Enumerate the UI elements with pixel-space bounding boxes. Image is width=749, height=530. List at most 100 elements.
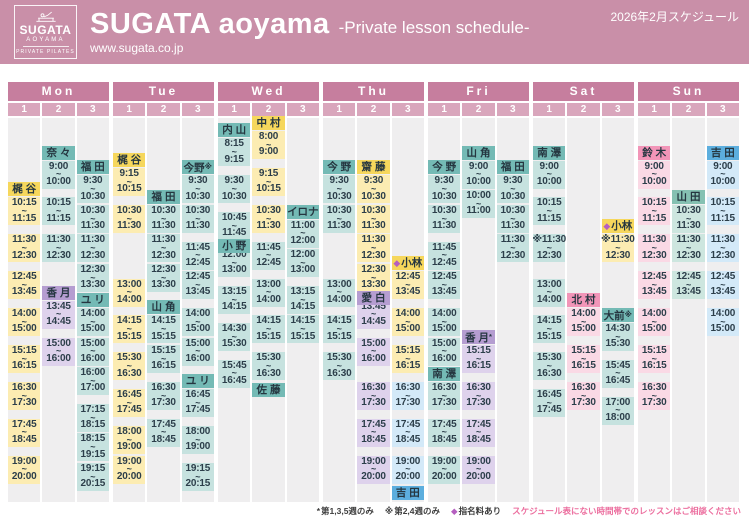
slot-start-time: 19:00 bbox=[361, 455, 386, 467]
slot-tilde: ~ bbox=[55, 206, 62, 217]
slot-tilde: ~ bbox=[546, 169, 552, 180]
slot-tilde: ~ bbox=[370, 272, 377, 283]
slot-end-time: 11:45 bbox=[222, 227, 247, 239]
lesson-time-slot: 12:00 ~13:00 bbox=[286, 249, 319, 277]
slot-start-time: 12:30 bbox=[361, 263, 386, 275]
lesson-time-slot: 14:15 ~15:15 bbox=[533, 315, 566, 344]
slot-tilde: ~ bbox=[651, 353, 657, 364]
instructor-name: 小林 bbox=[401, 257, 423, 270]
instructor-name-tag: 奈 々 bbox=[42, 145, 75, 160]
lesson-time-slot: 13:00 ~14:00 bbox=[113, 278, 146, 307]
lesson-time-slot: 16:30 ~17:30 bbox=[8, 381, 41, 410]
lesson-time-slot: 17:45 ~18:45 bbox=[8, 418, 41, 447]
slot-start-time: 12:45 bbox=[185, 271, 211, 283]
slot-end-time: 20:00 bbox=[116, 470, 142, 482]
slot-start-time: 12:45 bbox=[11, 271, 37, 283]
slot-tilde: ~ bbox=[90, 272, 96, 283]
lesson-time-slot: 15:00 ~16:00 bbox=[76, 337, 109, 366]
slot-end-time: 18:45 bbox=[431, 433, 457, 445]
slot-header: 1 bbox=[428, 103, 461, 116]
slot-tilde: ~ bbox=[546, 361, 552, 372]
slot-end-time: 12:30 bbox=[536, 249, 562, 261]
lesson-time-slot: 14:15 ~15:15 bbox=[286, 315, 319, 344]
slot-start-time: 14:00 bbox=[395, 308, 421, 320]
footnote: スケジュール表にない時間帯でのレッスンはご相談ください bbox=[512, 505, 741, 517]
slot-tilde: ~ bbox=[126, 361, 132, 372]
slot-start-time: 11:45 bbox=[256, 241, 281, 253]
slot-tilde: ~ bbox=[300, 294, 306, 305]
slot-start-time: 10:30 bbox=[116, 204, 142, 216]
slot-end-time: 15:15 bbox=[256, 330, 281, 342]
lesson-time-slot: 9:00 ~10:00 bbox=[533, 160, 566, 189]
instructor-name: 香 月 bbox=[465, 331, 489, 344]
slot-tilde: ~ bbox=[370, 309, 377, 320]
slot-tilde: ~ bbox=[685, 279, 692, 290]
slot-start-time: 12:00 bbox=[221, 249, 247, 261]
slot-end-time: 15:30 bbox=[221, 338, 247, 350]
footnote-marker: ※ bbox=[384, 506, 394, 516]
lesson-time-slot: 11:30 ~12:30 bbox=[147, 234, 180, 263]
slot-column: 鈴 木 9:00 ~10:00 10:15 ~11:15 11:30 ~12:30 12:45… bbox=[638, 118, 671, 502]
lesson-time-slot: 9:30 ~10:30 bbox=[428, 175, 461, 204]
lesson-time-slot: 14:30 ~15:30 bbox=[601, 322, 634, 351]
slot-start-time: 11:00 bbox=[290, 219, 315, 231]
instructor-name-tag: ユ リ bbox=[76, 293, 109, 307]
lesson-time-slot: 17:45 ~18:45 bbox=[357, 418, 390, 447]
slot-end-time: 19:00 bbox=[185, 441, 211, 453]
slot-start-time: 10:30 bbox=[676, 204, 701, 216]
slot-tilde: ~ bbox=[615, 331, 621, 342]
slot-tilde: ~ bbox=[126, 324, 132, 335]
instructor-name-tag: 北 村 bbox=[567, 293, 600, 307]
slot-end-time: 12:30 bbox=[11, 249, 37, 261]
instructor-name: 吉 田 bbox=[395, 487, 420, 499]
slot-tilde: ~ bbox=[720, 206, 726, 217]
day-body: 鈴 木 9:00 ~10:00 10:15 ~11:15 11:30 ~12:30 12:45… bbox=[638, 118, 739, 502]
slot-column: 梶 谷 10:15 ~11:15 11:30 ~12:30 12:45 ~13:45 14:0… bbox=[8, 118, 41, 502]
lesson-time-slot: 14:15 ~15:15 bbox=[147, 315, 180, 344]
slot-start-time: 13:45 bbox=[361, 300, 386, 312]
slot-end-time: 10:00 bbox=[466, 175, 491, 187]
slot-end-time: 17:30 bbox=[151, 397, 176, 409]
slot-end-time: 18:45 bbox=[395, 433, 421, 445]
instructor-name: ユ リ bbox=[185, 375, 210, 388]
lesson-time-slot: 15:15 ~16:15 bbox=[391, 344, 424, 373]
slot-tilde: ~ bbox=[370, 213, 377, 224]
slot-tilde: ~ bbox=[615, 368, 621, 379]
slot-tilde: ~ bbox=[300, 257, 306, 268]
slot-start-time: 13:00 bbox=[256, 278, 281, 290]
footnote-marker: ◆ bbox=[451, 506, 458, 516]
lesson-time-slot: 14:15 ~15:15 bbox=[252, 315, 285, 344]
slot-end-time: 17:30 bbox=[431, 397, 457, 409]
slot-start-time: 12:00 bbox=[290, 249, 316, 261]
slot-start-time: 9:00 bbox=[48, 160, 69, 172]
slot-column: イロナ 11:00 ~12:00 12:00 ~13:00 13:15 ~14:15 14:1… bbox=[286, 118, 319, 502]
slot-tilde: ~ bbox=[651, 279, 657, 290]
slot-tilde: ~ bbox=[195, 346, 201, 357]
slot-end-time: 16:15 bbox=[395, 360, 421, 372]
slot-start-time: 16:30 bbox=[395, 381, 421, 393]
slot-tilde: ~ bbox=[231, 147, 237, 158]
slot-start-time: 12:45 bbox=[641, 271, 667, 283]
slot-start-time: 15:15 bbox=[466, 344, 491, 356]
slot-start-time: 15:30 bbox=[116, 352, 142, 364]
instructor-name-tag: 愛 白 bbox=[357, 290, 390, 305]
slot-end-time: 12:45 bbox=[431, 256, 457, 268]
slot-end-time: 15:00 bbox=[11, 323, 37, 335]
lesson-time-slot: 10:30 ~11:30 bbox=[323, 204, 356, 233]
schedule-period: 2026年2月スケジュール bbox=[610, 10, 739, 24]
slot-end-time: 10:15 bbox=[116, 183, 142, 195]
slot-header: 2 bbox=[462, 103, 495, 116]
slot-tilde: ~ bbox=[90, 346, 96, 357]
slot-end-time: 16:30 bbox=[256, 367, 281, 379]
slot-start-time: 15:15 bbox=[641, 344, 667, 356]
slot-start-time: 11:30 bbox=[642, 234, 667, 246]
lesson-time-slot: 12:45 ~13:45 bbox=[8, 271, 41, 300]
slot-tilde: ~ bbox=[546, 287, 552, 298]
slot-end-time: 20:15 bbox=[80, 478, 106, 490]
slot-end-time: 13:45 bbox=[395, 286, 421, 298]
instructor-name: 山 田 bbox=[676, 190, 701, 203]
lesson-time-slot: 18:00 ~19:00 bbox=[113, 426, 146, 454]
lesson-time-slot: 16:30 ~17:30 bbox=[147, 381, 180, 410]
slot-end-time: 10:30 bbox=[431, 190, 457, 202]
